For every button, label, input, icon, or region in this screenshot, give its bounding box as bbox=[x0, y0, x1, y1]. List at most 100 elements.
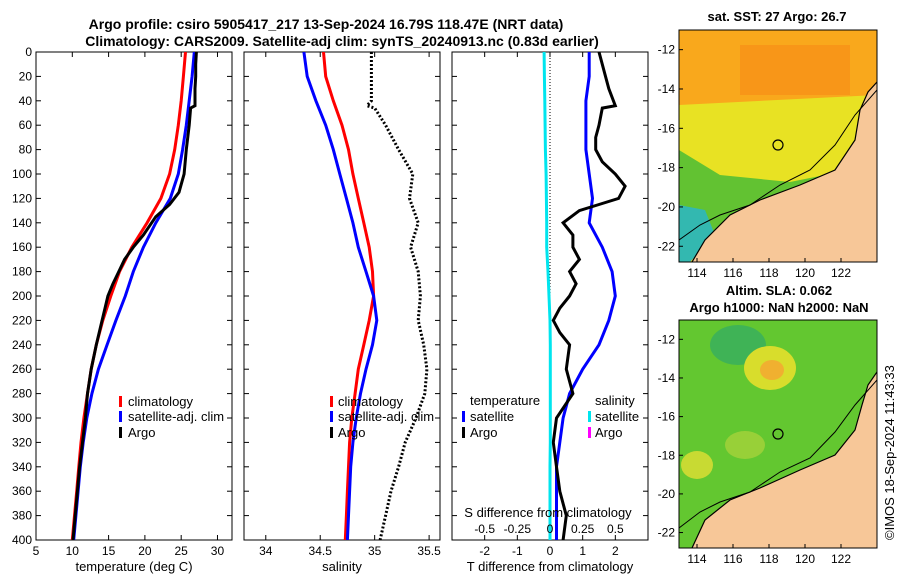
x-tick-label: 25 bbox=[175, 544, 189, 558]
sla-map-title: Altim. SLA: 0.062 bbox=[726, 283, 832, 298]
y-tick-label: 300 bbox=[12, 411, 32, 425]
series-line-argo bbox=[71, 52, 198, 540]
legend-label-satellite: satellite bbox=[470, 409, 514, 424]
y-tick-label: 80 bbox=[19, 143, 33, 157]
map-y-tick-label: -16 bbox=[658, 410, 676, 424]
map-x-tick-label: 122 bbox=[831, 266, 851, 280]
sla-land bbox=[692, 372, 877, 548]
temperature-xlabel: temperature (deg C) bbox=[75, 559, 192, 574]
sst-argo-marker bbox=[772, 139, 784, 151]
x-tick-label: 0 bbox=[547, 544, 554, 558]
map-x-tick-label: 120 bbox=[795, 552, 815, 566]
legend-header-temperature: temperature bbox=[470, 393, 540, 408]
series-line-t-satellite bbox=[555, 52, 617, 540]
map-y-tick-label: -14 bbox=[658, 82, 676, 96]
sla-map-subtitle: Argo h1000: NaN h2000: NaN bbox=[689, 300, 868, 315]
x-tick-label: 34.5 bbox=[309, 544, 333, 558]
legend-swatch-argo bbox=[330, 427, 333, 438]
sla-contour bbox=[679, 379, 877, 529]
s-difference-ticks: -0.5 -0.25 0 0.25 0.5 bbox=[474, 522, 624, 536]
map-y-tick-label: -12 bbox=[658, 332, 676, 346]
difference-xlabel: T difference from climatology bbox=[467, 559, 634, 574]
series-line-argo bbox=[364, 52, 429, 540]
salinity-ticks: 34 34.5 35 35.5 bbox=[244, 51, 441, 558]
difference-legend-salinity: salinity satellite Argo bbox=[588, 393, 639, 440]
legend-swatch-satellite bbox=[119, 411, 122, 422]
legend-swatch-salinity-argo bbox=[588, 427, 591, 438]
x-tick-label: 35 bbox=[368, 544, 382, 558]
y-tick-label: 100 bbox=[12, 167, 32, 181]
x-tick-label: 5 bbox=[33, 544, 40, 558]
y-tick-label: 340 bbox=[12, 460, 32, 474]
legend-swatch-satellite bbox=[330, 411, 333, 422]
difference-lines bbox=[542, 52, 627, 540]
temperature-ticks: 5 10 15 20 25 3002040608010012014016018020022… bbox=[12, 45, 232, 558]
map-x-tick-label: 114 bbox=[687, 266, 706, 280]
series-line-s-satellite bbox=[542, 52, 552, 540]
sst-map-frame bbox=[678, 29, 878, 263]
x-tick-label: 15 bbox=[102, 544, 116, 558]
temperature-lines bbox=[70, 52, 198, 540]
y-tick-label: 280 bbox=[12, 387, 32, 401]
legend-label-argo: Argo bbox=[338, 425, 365, 440]
legend-swatch-salinity-satellite bbox=[588, 411, 591, 422]
sla-map-frame bbox=[678, 319, 878, 549]
figure-title-line2: Climatology: CARS2009. Satellite-adj cli… bbox=[85, 33, 599, 49]
y-tick-label: 200 bbox=[12, 289, 32, 303]
x-tick-label: 20 bbox=[138, 544, 152, 558]
y-tick-label: 220 bbox=[12, 313, 32, 327]
x-tick-label: 10 bbox=[66, 544, 80, 558]
s-tick-label: 0.5 bbox=[607, 522, 624, 536]
sst-map-title: sat. SST: 27 Argo: 26.7 bbox=[708, 9, 847, 24]
x-tick-label: -2 bbox=[479, 544, 490, 558]
map-y-tick-label: -14 bbox=[658, 371, 676, 385]
legend-swatch-argo bbox=[462, 427, 465, 438]
sla-argo-marker bbox=[772, 428, 784, 440]
legend-header-salinity: salinity bbox=[595, 393, 635, 408]
y-tick-label: 20 bbox=[19, 69, 33, 83]
s-tick-label: 0.25 bbox=[571, 522, 595, 536]
y-tick-label: 320 bbox=[12, 435, 32, 449]
difference-ticks: -2 -1 0 1 2 bbox=[452, 51, 648, 558]
sst-cyan-zone bbox=[679, 205, 715, 262]
x-tick-label: -1 bbox=[512, 544, 523, 558]
map-x-tick-label: 120 bbox=[795, 266, 815, 280]
figure-title-line1: Argo profile: csiro 5905417_217 13-Sep-2… bbox=[89, 16, 564, 32]
map-y-tick-label: -20 bbox=[658, 487, 676, 501]
map-x-tick-label: 118 bbox=[759, 266, 778, 280]
legend-label-climatology: climatology bbox=[338, 394, 404, 409]
y-tick-label: 360 bbox=[12, 484, 32, 498]
legend-swatch-climatology bbox=[330, 396, 333, 407]
y-tick-label: 60 bbox=[19, 118, 33, 132]
temperature-axes bbox=[35, 51, 233, 541]
x-tick-label: 35.5 bbox=[417, 544, 441, 558]
legend-label-climatology: climatology bbox=[128, 394, 194, 409]
s-tick-label: -0.25 bbox=[504, 522, 532, 536]
y-tick-label: 260 bbox=[12, 362, 32, 376]
y-tick-label: 0 bbox=[25, 45, 32, 59]
map-x-tick-label: 116 bbox=[723, 266, 742, 280]
x-tick-label: 30 bbox=[211, 544, 225, 558]
map-y-tick-label: -18 bbox=[658, 161, 676, 175]
sst-contour bbox=[679, 89, 877, 241]
legend-label-argo: Argo bbox=[470, 425, 497, 440]
sst-land bbox=[692, 82, 877, 262]
imos-stamp: ©IMOS 18-Sep-2024 11:43:33 bbox=[882, 365, 897, 540]
x-tick-label: 2 bbox=[612, 544, 619, 558]
legend-swatch-satellite bbox=[462, 411, 465, 422]
map-x-tick-label: 114 bbox=[687, 552, 706, 566]
y-tick-label: 40 bbox=[19, 94, 33, 108]
salinity-legend: climatology satellite-adj. clim Argo bbox=[330, 394, 434, 440]
y-tick-label: 180 bbox=[12, 265, 32, 279]
legend-label-satellite: satellite-adj. clim bbox=[338, 409, 434, 424]
y-tick-label: 240 bbox=[12, 338, 32, 352]
series-line-t-argo bbox=[551, 52, 627, 540]
sla-high-patch-2 bbox=[681, 451, 713, 479]
y-tick-label: 400 bbox=[12, 533, 32, 547]
x-tick-label: 1 bbox=[579, 544, 586, 558]
sla-mid-patch bbox=[725, 431, 765, 459]
map-x-tick-label: 122 bbox=[831, 552, 851, 566]
map-y-tick-label: -18 bbox=[658, 448, 676, 462]
y-tick-label: 380 bbox=[12, 509, 32, 523]
sla-map bbox=[679, 320, 877, 548]
